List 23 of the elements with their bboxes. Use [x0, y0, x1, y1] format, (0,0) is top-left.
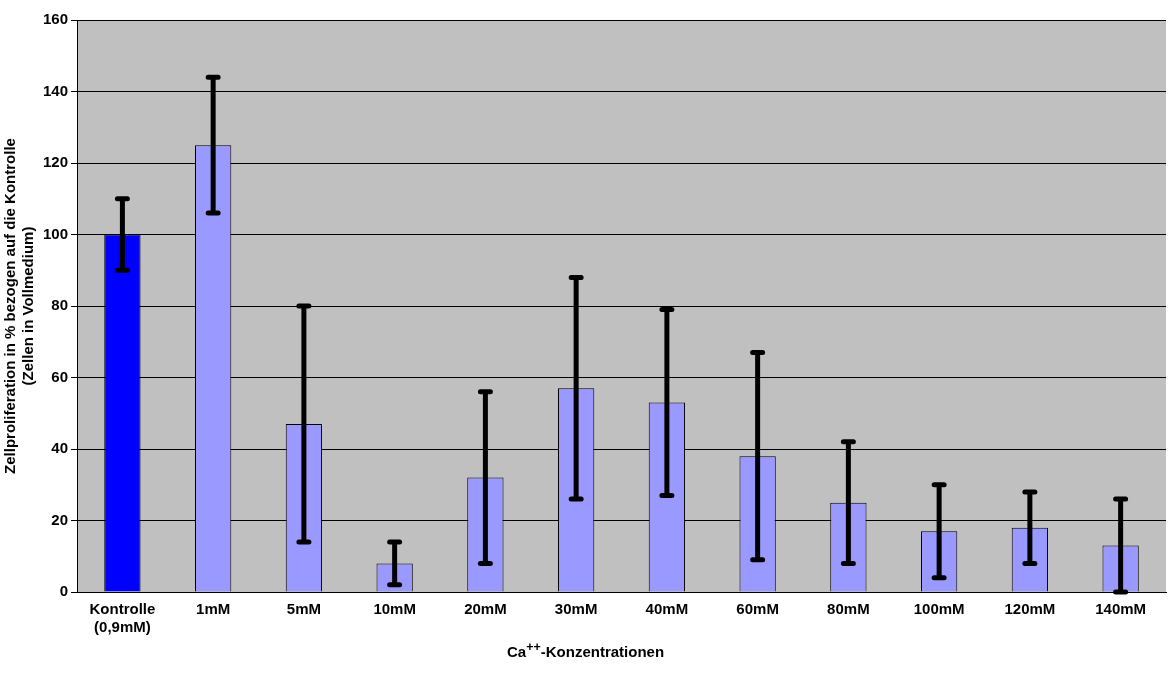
y-tick-label: 120 — [43, 153, 69, 171]
x-tick-label: 140mM — [1095, 600, 1147, 618]
x-axis-title: Ca$^{++}$-Konzentrationen — [505, 640, 666, 660]
x-tick-label: 1mM — [196, 600, 231, 618]
y-tick-label: 40 — [51, 439, 69, 457]
y-tick-label: 0 — [59, 582, 69, 600]
x-tick-label: 20mM — [464, 600, 507, 618]
x-tick-label: 60mM — [736, 600, 779, 618]
y-tick-label: 100 — [43, 224, 69, 242]
y-tick-label: 60 — [51, 367, 69, 385]
y-axis-title: Zellproliferation in % bezogen auf die Kontrolle (Zellen in Vollmedium) — [1, 138, 37, 474]
x-tick-label: 100mM — [913, 600, 965, 618]
x-tick-label: 120mM — [1004, 600, 1056, 618]
y-tick-label: 20 — [51, 510, 69, 528]
x-tick-label: 5mM — [286, 600, 321, 618]
y-tick-label: 140 — [43, 81, 69, 99]
x-tick-label: 30mM — [554, 600, 598, 618]
x-tick-label: 80mM — [827, 600, 870, 618]
x-tick-label: 40mM — [645, 600, 689, 618]
x-tick-label: Kontrolle (0,9mM) — [89, 600, 156, 636]
y-tick-label: 80 — [51, 296, 69, 314]
y-tick-label: 160 — [43, 10, 69, 28]
x-tick-label: 10mM — [373, 600, 416, 618]
